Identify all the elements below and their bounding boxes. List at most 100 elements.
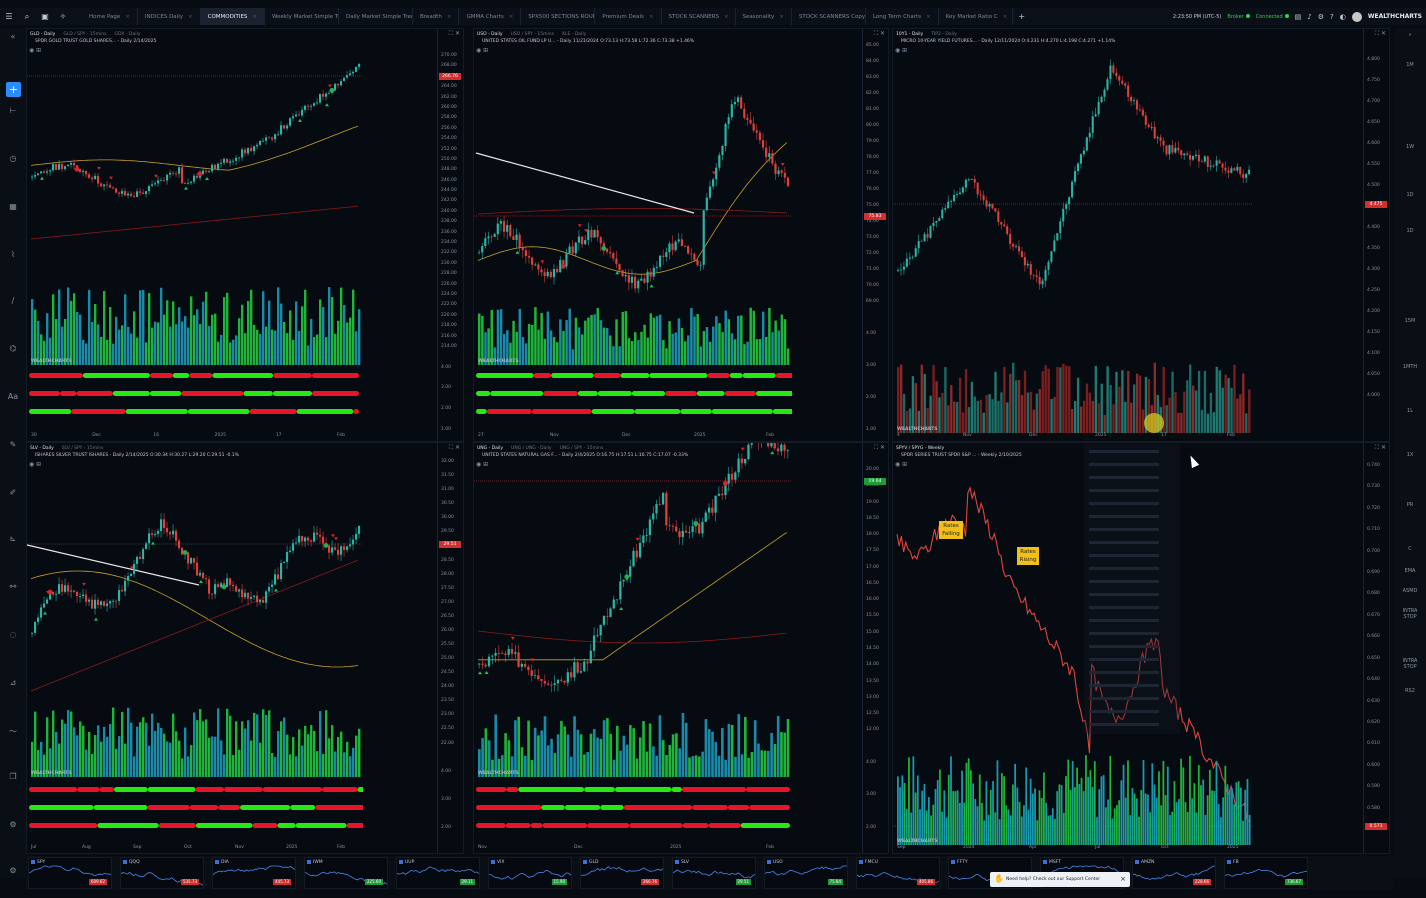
price-axis[interactable]: 85.00 84.00 83.00 82.00 81.00 80.00 79.00 78.00… (862, 29, 888, 441)
tab-close-icon[interactable]: × (648, 13, 654, 20)
measure-tool-icon[interactable]: ⊾ (9, 534, 17, 543)
timeframe-label-9[interactable]: C (1408, 546, 1412, 552)
tab-8[interactable]: Premium Deals × (595, 8, 662, 25)
chart-panel-gld[interactable]: GLD - Daily GLD / SPY - 15mins GDX - Daily… (26, 28, 464, 442)
settings-tool-icon[interactable]: ⚙ (9, 820, 17, 829)
gear-bottom-icon[interactable]: ⚙ (9, 866, 17, 875)
save-icon[interactable]: ▤ (1294, 12, 1302, 21)
help-icon[interactable]: ? (1330, 12, 1334, 21)
fib-tool-icon[interactable]: ⚯ (9, 582, 17, 591)
panel-tab-1[interactable]: TIP2 - Daily (931, 31, 957, 37)
panel-tab-1[interactable]: UNG / UNG - Daily (511, 445, 552, 451)
timeframe-label-13[interactable]: INTRA STOP (1402, 658, 1418, 670)
panel-tab-0[interactable]: 10Y1 - Daily (896, 31, 924, 37)
panel-controls-icon[interactable]: ◉ ⊞ (895, 47, 908, 54)
gear-icon[interactable]: ⚙ (1317, 12, 1325, 21)
timeframe-label-12[interactable]: INTRA STOP (1402, 608, 1418, 620)
panel-tab-0[interactable]: USO - Daily (477, 31, 503, 37)
tab-9[interactable]: STOCK SCANNERS × (662, 8, 736, 25)
price-axis[interactable]: 20.00 19.50 19.00 18.50 18.00 17.50 17.00 16.50… (862, 443, 888, 853)
ruler-tool-icon[interactable]: ⊿ (9, 678, 17, 687)
collapse-icon[interactable]: « (10, 32, 16, 41)
panel-window-icons[interactable]: ⛶ ✕ (873, 444, 885, 451)
panel-tab-0[interactable]: SPYV / SPYG - Weekly (896, 445, 945, 451)
watchlist-tile-slv[interactable]: SLV 29.51 (672, 857, 756, 889)
tab-4[interactable]: Daily Market Simple Tren...× (339, 8, 414, 25)
panel-controls-icon[interactable]: ◉ ⊞ (476, 461, 489, 468)
brush-tool-icon[interactable]: ✎ (9, 440, 17, 449)
tab-2[interactable]: COMMODITIES × (200, 8, 266, 25)
tab-close-icon[interactable]: × (125, 13, 130, 20)
menu-icon[interactable]: ☰ (5, 12, 13, 21)
chart-panel-spyv[interactable]: SPYV / SPYG - Weekly ⛶ ✕ SPDR SERIES TRUST… (892, 442, 1390, 854)
tab-close-icon[interactable]: × (508, 13, 514, 20)
panel-window-icons[interactable]: ⛶ ✕ (873, 30, 885, 37)
chart-panel-ung[interactable]: UNG - Daily UNG / UNG - Daily UNG / SPY - … (473, 442, 889, 854)
tab-close-icon[interactable]: × (1002, 13, 1008, 20)
tab-6[interactable]: GMMA Charts × (459, 8, 522, 25)
tab-close-icon[interactable]: × (188, 13, 193, 20)
tab-1[interactable]: INDICES Daily × (138, 8, 201, 25)
copy-tool-icon[interactable]: ❐ (9, 772, 17, 781)
watchlist-tile-iwm[interactable]: IWM 225.60 (304, 857, 388, 889)
tab-11[interactable]: STOCK SCANNERS Copy× (792, 8, 866, 25)
price-axis[interactable]: 32.0031.5031.0030.5030.0029.5029.0028.50… (437, 443, 463, 853)
support-toast[interactable]: ✋ Need help? Check out our Support Cente… (990, 872, 1130, 887)
tab-7[interactable]: SPX500 SECTIONS ROUNDUP× (521, 8, 596, 25)
cursor-tool-icon[interactable]: ⊢ (9, 106, 17, 115)
tab-12[interactable]: Long Term Charts × (866, 8, 939, 25)
ai-icon[interactable]: ✧ (59, 12, 67, 21)
panel-tab-0[interactable]: GLD - Daily (30, 31, 56, 37)
panel-window-icons[interactable]: ⛶ ✕ (448, 444, 460, 451)
tab-close-icon[interactable]: × (779, 13, 784, 20)
expand-icon[interactable]: » (1408, 32, 1412, 38)
timeframe-label-6[interactable]: 1L (1407, 408, 1413, 414)
panel-tab-2[interactable]: GDX - Daily (114, 31, 141, 37)
add-chart-button[interactable]: + (6, 82, 21, 97)
panel-window-icons[interactable]: ⛶ ✕ (1374, 444, 1386, 451)
calendar-tool-icon[interactable]: ▦ (9, 202, 17, 211)
chart-panel-10y[interactable]: 10Y1 - Daily TIP2 - Daily ⛶ ✕ MICRO 10-YEAR… (892, 28, 1390, 442)
magnet-tool-icon[interactable]: ◌ (9, 630, 17, 639)
panel-controls-icon[interactable]: ◉ ⊞ (29, 461, 42, 468)
panel-controls-icon[interactable]: ◉ ⊞ (476, 47, 489, 54)
timeframe-label-11[interactable]: ASMD (1402, 588, 1418, 594)
tab-close-icon[interactable]: × (724, 13, 729, 20)
timeframe-label-8[interactable]: PR (1406, 502, 1414, 508)
annotation-callout-0[interactable]: Rates Falling (939, 521, 963, 539)
panel-controls-icon[interactable]: ◉ ⊞ (895, 461, 908, 468)
tab-10[interactable]: Seasonality × (736, 8, 792, 25)
watchlist-tile-vix[interactable]: VIX 15.90 (488, 857, 572, 889)
panel-tab-2[interactable]: UNG / SPY - 15mins (559, 445, 604, 451)
panel-controls-icon[interactable]: ◉ ⊞ (29, 47, 42, 54)
clock-tool-icon[interactable]: ◷ (9, 154, 17, 163)
tab-close-icon[interactable]: × (252, 13, 258, 20)
tab-close-icon[interactable]: × (446, 13, 452, 20)
watchlist-tile-gld[interactable]: GLD 266.76 (580, 857, 664, 889)
panel-window-icons[interactable]: ⛶ ✕ (448, 30, 460, 37)
timeframe-label-3[interactable]: 1D (1406, 228, 1414, 234)
close-icon[interactable]: × (1120, 875, 1126, 883)
timeframe-label-2[interactable]: 1D (1406, 192, 1414, 198)
watchlist-tile-spy[interactable]: SPY 609.62 (28, 857, 112, 889)
price-axis[interactable]: 0.740 0.730 0.720 0.710 0.700 0.690 0.680 0.670… (1363, 443, 1389, 853)
panel-tab-2[interactable]: XLE - Daily (561, 31, 587, 37)
timeframe-label-5[interactable]: 1MTH (1402, 364, 1418, 370)
tab-0[interactable]: Home Page × (82, 8, 138, 25)
tab-3[interactable]: Weekly Market Simple Tr...× (265, 8, 340, 25)
watchlist-tile-dia[interactable]: DIA 445.73 (212, 857, 296, 889)
chart-panel-uso[interactable]: USO - Daily USO / SPY - 15mins XLE - Daily… (473, 28, 889, 442)
timeframe-label-1[interactable]: 1W (1405, 144, 1415, 150)
panel-tab-0[interactable]: UNG - Daily (477, 445, 504, 451)
watchlist-tile-fb[interactable]: FB 736.67 (1224, 857, 1308, 889)
timeframe-label-14[interactable]: RS2 (1405, 688, 1415, 694)
panel-window-icons[interactable]: ⛶ ✕ (1374, 30, 1386, 37)
timeframe-label-0[interactable]: 1M (1406, 62, 1414, 68)
search-icon[interactable]: ⌕ (24, 11, 30, 21)
trend-tool-icon[interactable]: ⌇ (11, 250, 15, 259)
broker-status[interactable]: Broker (1227, 13, 1250, 20)
watchlist-tile-uso[interactable]: USO 75.84 (764, 857, 848, 889)
wave-tool-icon[interactable]: 〜 (9, 727, 17, 736)
line-tool-icon[interactable]: ∕ (11, 296, 15, 305)
timeframe-label-4[interactable]: 15M (1404, 318, 1416, 324)
